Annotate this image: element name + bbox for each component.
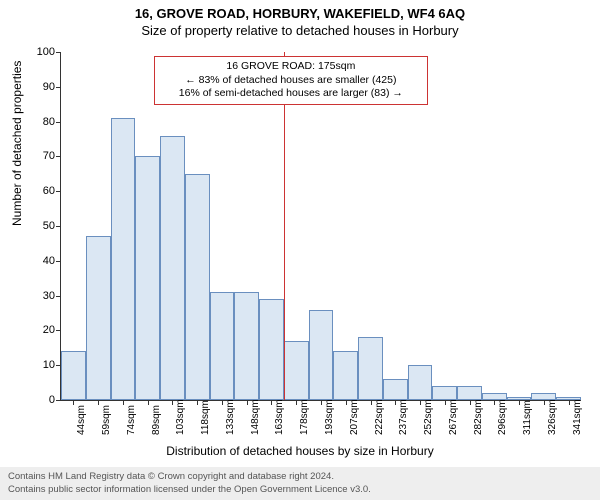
x-tick-label: 296sqm [497,375,508,435]
y-tick-label: 40 [25,255,55,267]
y-tick-label: 90 [25,81,55,93]
footer-attribution: Contains HM Land Registry data © Crown c… [0,467,600,500]
y-tick-label: 60 [25,185,55,197]
y-tick-label: 10 [25,359,55,371]
x-tick-label: 341sqm [572,375,583,435]
y-axis-label: Number of detached properties [10,61,24,226]
footer-line2: Contains public sector information licen… [8,484,592,496]
x-tick-label: 267sqm [448,375,459,435]
marker-info-line: 16 GROVE ROAD: 175sqm [161,60,421,74]
x-tick-label: 326sqm [547,375,558,435]
y-tick-label: 0 [25,394,55,406]
y-tick-label: 80 [25,116,55,128]
footer-line1: Contains HM Land Registry data © Crown c… [8,471,592,483]
histogram-bar [135,156,160,400]
sub-title: Size of property relative to detached ho… [0,21,600,38]
histogram-chart: 010203040506070809010044sqm59sqm74sqm89s… [60,52,581,401]
histogram-bar [111,118,136,400]
marker-info-box: 16 GROVE ROAD: 175sqm← 83% of detached h… [154,56,428,105]
x-tick-label: 252sqm [423,375,434,435]
x-axis-label: Distribution of detached houses by size … [0,444,600,458]
marker-info-line: 16% of semi-detached houses are larger (… [161,87,421,101]
y-tick-label: 100 [25,46,55,58]
histogram-bar [185,174,210,400]
y-tick-label: 20 [25,324,55,336]
x-tick-label: 311sqm [522,375,533,435]
marker-info-line: ← 83% of detached houses are smaller (42… [161,74,421,88]
y-tick-label: 70 [25,150,55,162]
y-tick-label: 50 [25,220,55,232]
x-tick-label: 282sqm [473,375,484,435]
main-title: 16, GROVE ROAD, HORBURY, WAKEFIELD, WF4 … [0,0,600,21]
histogram-bar [160,136,185,400]
y-tick-label: 30 [25,290,55,302]
